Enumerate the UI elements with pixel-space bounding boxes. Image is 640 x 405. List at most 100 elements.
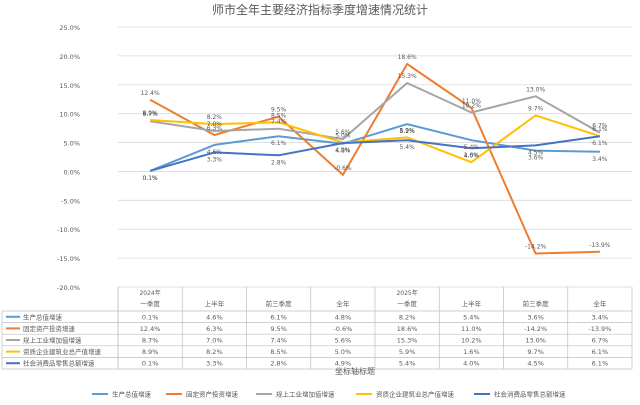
data-label: 6.1%	[592, 126, 608, 133]
table-cell: 15.3%	[397, 337, 418, 345]
table-cell: 5.0%	[335, 348, 352, 356]
y-tick-label: 25.0%	[59, 24, 80, 32]
data-label: 0.1%	[143, 175, 159, 182]
table-cell: 6.7%	[592, 337, 609, 345]
data-label: 10.2%	[462, 103, 481, 110]
data-label: 9.7%	[528, 105, 544, 112]
y-tick-label: 5.0%	[63, 140, 80, 148]
x-tick-label: 前三季度	[523, 299, 550, 308]
data-label: 1.6%	[464, 152, 480, 159]
year-label: 2024年	[139, 289, 160, 297]
table-cell: 10.2%	[461, 337, 482, 345]
table-cell: 5.6%	[335, 337, 352, 345]
data-label: 7.0%	[207, 121, 223, 128]
data-label: 4.6%	[207, 149, 223, 156]
y-tick-label: 20.0%	[59, 53, 80, 61]
x-tick-label: 上半年	[205, 299, 225, 308]
y-tick-label: 10.0%	[59, 111, 80, 119]
legend-label: 社会消费品零售总额增速	[494, 390, 566, 399]
table-cell: 4.6%	[206, 313, 223, 321]
table-series-name: 社会消费品零售总额增速	[23, 359, 95, 368]
table-cell: 1.6%	[463, 348, 480, 356]
table-cell: 7.0%	[206, 337, 223, 345]
table-cell: 6.1%	[592, 360, 609, 368]
data-label: 5.4%	[400, 144, 416, 151]
table-cell: 6.1%	[270, 313, 287, 321]
table-series-name: 生产总值增速	[23, 312, 63, 321]
table-cell: 11.0%	[461, 325, 482, 333]
table-cell: 6.1%	[592, 348, 609, 356]
table-cell: 3.4%	[592, 313, 609, 321]
data-label: 11.0%	[462, 98, 481, 105]
y-tick-label: -20.0%	[57, 284, 80, 292]
table-cell: 8.9%	[142, 348, 159, 356]
data-label: -14.2%	[525, 243, 547, 250]
chart-title: 师市全年主要经济指标季度增速情况统计	[212, 2, 428, 17]
data-label: 3.3%	[207, 156, 223, 163]
data-label: 4.9%	[335, 147, 351, 154]
year-label: 2025年	[396, 289, 417, 297]
table-cell: 12.4%	[140, 325, 161, 333]
table-cell: 8.7%	[142, 337, 159, 345]
table-cell: 4.0%	[463, 360, 480, 368]
table-series-name: 资质企业建筑业总产值增速	[23, 347, 102, 356]
data-label: 15.3%	[398, 73, 417, 80]
x-tick-label: 全年	[593, 299, 607, 308]
table-cell: 9.5%	[270, 325, 287, 333]
table-cell: 2.8%	[270, 360, 287, 368]
series-line-0	[149, 123, 600, 172]
table-cell: 9.7%	[527, 348, 544, 356]
data-label: 3.6%	[528, 155, 544, 162]
legend-label: 固定资产投资增速	[186, 390, 239, 399]
y-axis-ticks: -20.0% -15.0% -10.0% -5.0% 0.0% 5.0% 10.0% 15.0…	[57, 24, 80, 292]
table-cell: 0.1%	[142, 360, 159, 368]
data-label: 7.4%	[271, 119, 287, 126]
data-label: 9.5%	[271, 107, 287, 114]
data-label: 6.1%	[271, 140, 287, 147]
table-cell: 6.3%	[206, 325, 223, 333]
data-labels: 0.1% 4.6% 6.1% 4.8% 8.2% 5.4% 3.6% 3.4% 12.4% 6.3…	[141, 54, 611, 251]
legend-label: 资质企业建筑业总产值增速	[376, 390, 455, 399]
data-label: 6.7%	[592, 123, 608, 130]
x-tick-label: 前三季度	[266, 299, 293, 308]
series-line-1	[149, 63, 600, 255]
y-tick-label: -5.0%	[61, 197, 80, 205]
data-label: 12.4%	[141, 90, 160, 97]
y-tick-label: -15.0%	[57, 255, 80, 263]
table-cell: 5.9%	[399, 348, 416, 356]
data-label: 8.2%	[400, 128, 416, 135]
data-label: 0.1%	[143, 175, 159, 182]
table-cell: 18.6%	[397, 325, 418, 333]
data-label: -13.9%	[589, 242, 611, 249]
data-label: 8.7%	[143, 111, 159, 118]
table-cell: 4.5%	[527, 360, 544, 368]
table-cell: 7.4%	[270, 337, 287, 345]
data-label: 8.9%	[143, 110, 159, 117]
data-label: 4.0%	[464, 152, 480, 159]
table-cell: 13.0%	[525, 337, 546, 345]
table-cell: 5.4%	[399, 360, 416, 368]
table-cell: 4.8%	[335, 313, 352, 321]
data-label: 13.0%	[526, 86, 545, 93]
table-series-name: 固定资产投资增速	[23, 324, 76, 333]
series-lines	[149, 63, 601, 255]
data-label: 4.8%	[335, 148, 351, 155]
legend-label: 规上工业增加值增速	[276, 390, 335, 399]
table-cell: 5.4%	[463, 313, 480, 321]
data-label: 8.5%	[271, 112, 287, 119]
series-line-2	[149, 82, 601, 141]
data-label: 5.9%	[400, 127, 416, 134]
table-cell: -13.9%	[588, 325, 611, 333]
table-series-name: 规上工业增加值增速	[23, 336, 82, 345]
table-cell: 8.2%	[399, 313, 416, 321]
table-cell: 4.9%	[335, 360, 352, 368]
y-tick-label: -10.0%	[57, 226, 80, 234]
data-label: 8.2%	[207, 114, 223, 121]
x-axis-title: 坐标轴标题	[335, 366, 375, 376]
data-label: 6.1%	[592, 140, 608, 147]
table-cell: 8.5%	[270, 348, 287, 356]
data-label: 5.0%	[335, 133, 351, 140]
y-tick-label: 0.0%	[63, 168, 80, 176]
